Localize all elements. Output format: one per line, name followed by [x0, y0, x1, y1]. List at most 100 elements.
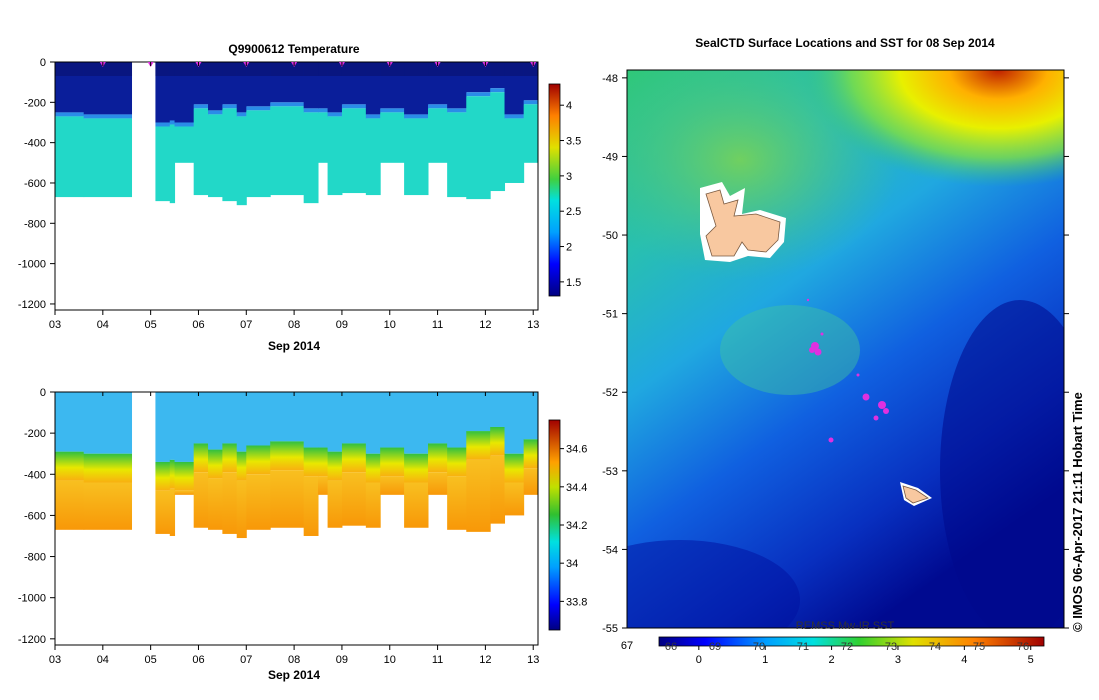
salinity-fresh-layer	[428, 392, 448, 444]
temperature-thermocline	[404, 114, 429, 119]
x-tick-label: 13	[527, 319, 539, 331]
sst-colorbar-top-label: 70	[753, 641, 765, 653]
x-tick-label: 11	[432, 654, 443, 666]
y-tick-label: -400	[24, 138, 46, 150]
temperature-surface-layer	[236, 62, 247, 76]
temperature-thermocline	[447, 108, 467, 113]
temperature-colorbar	[548, 83, 561, 297]
salinity-deep-layer	[327, 480, 343, 528]
temperature-deep-layer	[303, 112, 319, 204]
temperature-deep-layer	[55, 116, 85, 198]
colorbar-tick-label: 34.2	[566, 520, 587, 532]
salinity-halocline	[270, 441, 305, 471]
temperature-thermocline	[327, 112, 343, 117]
salinity-fresh-layer	[193, 392, 209, 444]
salinity-halocline	[55, 451, 85, 481]
salinity-xlabel: Sep 2014	[268, 668, 320, 682]
lat-tick-label: -50	[602, 230, 618, 242]
heard-island	[900, 482, 932, 506]
salinity-halocline	[155, 461, 171, 491]
salinity-deep-layer	[523, 468, 538, 495]
sst-colorbar-tick-label: 4	[961, 654, 967, 666]
x-tick-label: 10	[384, 319, 396, 331]
temperature-surface-layer	[504, 62, 525, 76]
colorbar-tick-label: 1.5	[566, 277, 581, 289]
x-tick-label: 09	[336, 654, 348, 666]
salinity-deep-layer	[208, 478, 223, 530]
temperature-thermocline	[155, 122, 171, 127]
temperature-deep-layer	[327, 116, 343, 196]
colorbar-tick-label: 34.4	[566, 482, 587, 494]
temperature-deep-layer	[318, 112, 329, 163]
temperature-surface-layer	[365, 62, 381, 76]
salinity-deep-layer	[246, 474, 271, 530]
temperature-deep-layer	[341, 108, 367, 194]
temperature-thermocline	[208, 110, 223, 115]
salinity-fresh-layer	[327, 392, 343, 452]
temperature-deep-layer	[365, 118, 381, 196]
salinity-fresh-layer	[466, 392, 491, 432]
temperature-thermocline	[318, 108, 329, 113]
temperature-surface-layer	[83, 62, 133, 76]
x-tick-label: 09	[336, 319, 348, 331]
salinity-deep-layer	[490, 455, 506, 524]
sst-colorbar-top-label: 66	[665, 641, 677, 653]
temperature-surface-layer	[380, 62, 405, 76]
salinity-halocline	[380, 447, 405, 477]
imos-credit: © IMOS 06-Apr-2017 21:11 Hobart Time	[1070, 392, 1085, 632]
salinity-deep-layer	[193, 472, 209, 528]
salinity-halocline	[466, 431, 491, 460]
salinity-fresh-layer	[504, 392, 525, 454]
salinity-deep-layer	[155, 490, 171, 534]
temperature-deep-layer	[208, 114, 223, 198]
map-frame	[626, 69, 1065, 629]
salinity-profiles	[55, 392, 538, 539]
salinity-halocline	[318, 447, 329, 477]
salinity-deep-layer	[466, 459, 491, 532]
salinity-fresh-layer	[208, 392, 223, 450]
lat-tick-label: -48	[602, 73, 618, 85]
temperature-thermocline	[504, 114, 525, 119]
southwest-cold-area	[627, 540, 800, 628]
temperature-thermocline	[222, 104, 238, 109]
x-tick-label: 07	[240, 654, 252, 666]
salinity-deep-layer	[380, 476, 405, 495]
sst-colorbar-top-label: 72	[841, 641, 853, 653]
y-tick-label: -800	[24, 552, 46, 564]
salinity-halocline	[303, 447, 319, 477]
temperature-deep-layer	[380, 112, 405, 163]
colorbar-tick-label: 34	[566, 558, 578, 570]
temperature-thermocline	[270, 102, 305, 107]
salinity-fresh-layer	[447, 392, 467, 448]
salinity-halocline	[523, 439, 538, 469]
temperature-deep-layer	[83, 118, 133, 198]
salinity-halocline	[193, 443, 209, 473]
salinity-halocline	[169, 459, 176, 489]
y-tick-label: 0	[40, 57, 46, 69]
sst-colorbar-top-label: 69	[709, 641, 721, 653]
temperature-deep-layer	[193, 108, 209, 196]
temperature-deep-layer	[222, 108, 238, 202]
salinity-halocline	[404, 453, 429, 483]
temperature-axes: 03 04 05 06 07 08 09 10 11 12 13 0 -200 -400 -600 -800 -…	[18, 57, 539, 331]
salinity-fresh-layer	[83, 392, 133, 454]
temperature-surface-layer	[490, 62, 506, 76]
temperature-thermocline	[428, 104, 448, 109]
y-tick-label: 0	[40, 387, 46, 399]
y-tick-label: -800	[24, 218, 46, 230]
lat-tick-label: -55	[602, 623, 618, 635]
temperature-deep-layer	[174, 126, 195, 163]
temperature-deep-layer	[236, 116, 247, 206]
temperature-thermocline	[466, 92, 491, 97]
x-tick-label: 03	[49, 654, 61, 666]
temperature-cold-layer	[155, 62, 171, 123]
salinity-halocline	[327, 451, 343, 481]
x-tick-label: 05	[145, 654, 157, 666]
sst-colorbar-top-labels: 66 69 70 71 72 73 74 75 76	[665, 641, 1029, 653]
salinity-deep-layer	[504, 482, 525, 516]
y-tick-label: -1200	[18, 299, 46, 311]
temperature-surface-layer	[341, 62, 367, 76]
colorbar-tick-label: 3.5	[566, 136, 581, 148]
y-tick-label: -600	[24, 510, 46, 522]
